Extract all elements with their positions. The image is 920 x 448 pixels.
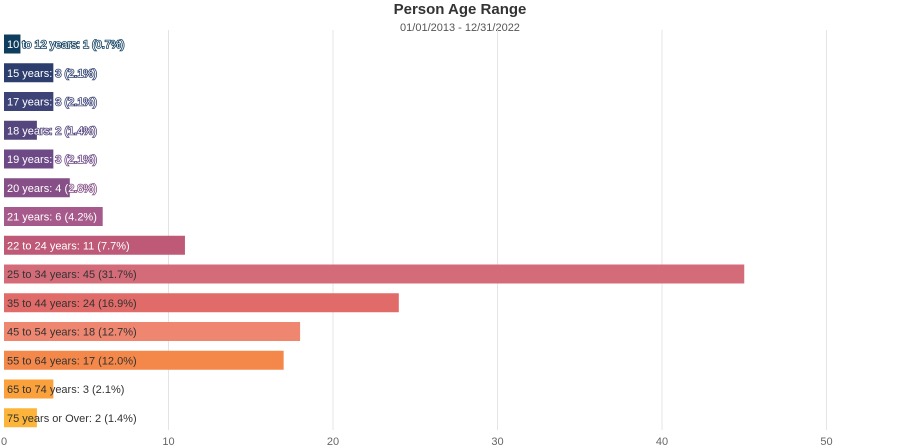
data-label: 10 to 12 years: 1 (0.7%) xyxy=(7,39,124,51)
bar[interactable] xyxy=(4,149,54,169)
bar[interactable] xyxy=(4,350,284,370)
bar[interactable] xyxy=(4,408,37,428)
bar[interactable] xyxy=(4,120,37,140)
grid-lines xyxy=(168,30,827,430)
data-label: 15 years: 3 (2.1%) xyxy=(7,68,97,80)
bar[interactable] xyxy=(4,235,185,255)
x-tick-label: 0 xyxy=(1,436,7,448)
bar[interactable] xyxy=(4,264,745,284)
data-label: 18 years: 2 (1.4%) xyxy=(7,125,97,137)
bar[interactable] xyxy=(4,322,301,341)
data-label: 19 years: 3 (2.1%) xyxy=(7,154,97,166)
x-tick-label: 40 xyxy=(656,436,668,448)
x-tick-label: 50 xyxy=(820,436,832,448)
data-label: 45 to 54 years: 18 (12.7%) xyxy=(7,327,137,339)
data-label: 35 to 44 years: 24 (16.9%) xyxy=(7,298,137,310)
data-label: 20 years: 4 (2.8%) xyxy=(7,183,97,195)
bar[interactable] xyxy=(4,379,54,399)
data-label: 22 to 24 years: 11 (7.7%) xyxy=(7,240,130,252)
bars-group xyxy=(4,34,745,428)
bar[interactable] xyxy=(4,34,21,54)
data-label: 55 to 64 years: 17 (12.0%) xyxy=(7,355,137,367)
chart-subtitle: 01/01/2013 - 12/31/2022 xyxy=(400,22,520,34)
data-label: 65 to 74 years: 3 (2.1%) xyxy=(7,384,124,396)
data-labels-group: 10 to 12 years: 1 (0.7%) 15 years: 3 (2.1… xyxy=(6,38,137,425)
bar[interactable] xyxy=(4,178,70,198)
x-tick-label: 20 xyxy=(327,436,339,448)
data-label: 21 years: 6 (4.2%) xyxy=(7,212,97,224)
x-axis-ticks: 0 10 20 30 40 50 xyxy=(1,436,833,448)
bar[interactable] xyxy=(4,92,54,111)
bar[interactable] xyxy=(4,63,54,83)
data-label: 75 years or Over: 2 (1.4%) xyxy=(7,413,137,425)
data-label: 25 to 34 years: 45 (31.7%) xyxy=(7,269,137,281)
x-tick-label: 10 xyxy=(162,436,174,448)
bar[interactable] xyxy=(4,293,399,313)
x-tick-label: 30 xyxy=(491,436,503,448)
data-label: 17 years: 3 (2.1%) xyxy=(7,97,97,109)
chart-title: Person Age Range xyxy=(393,1,527,18)
bar[interactable] xyxy=(4,207,103,226)
